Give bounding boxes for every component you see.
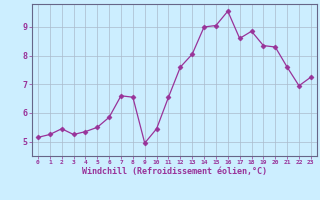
- X-axis label: Windchill (Refroidissement éolien,°C): Windchill (Refroidissement éolien,°C): [82, 167, 267, 176]
